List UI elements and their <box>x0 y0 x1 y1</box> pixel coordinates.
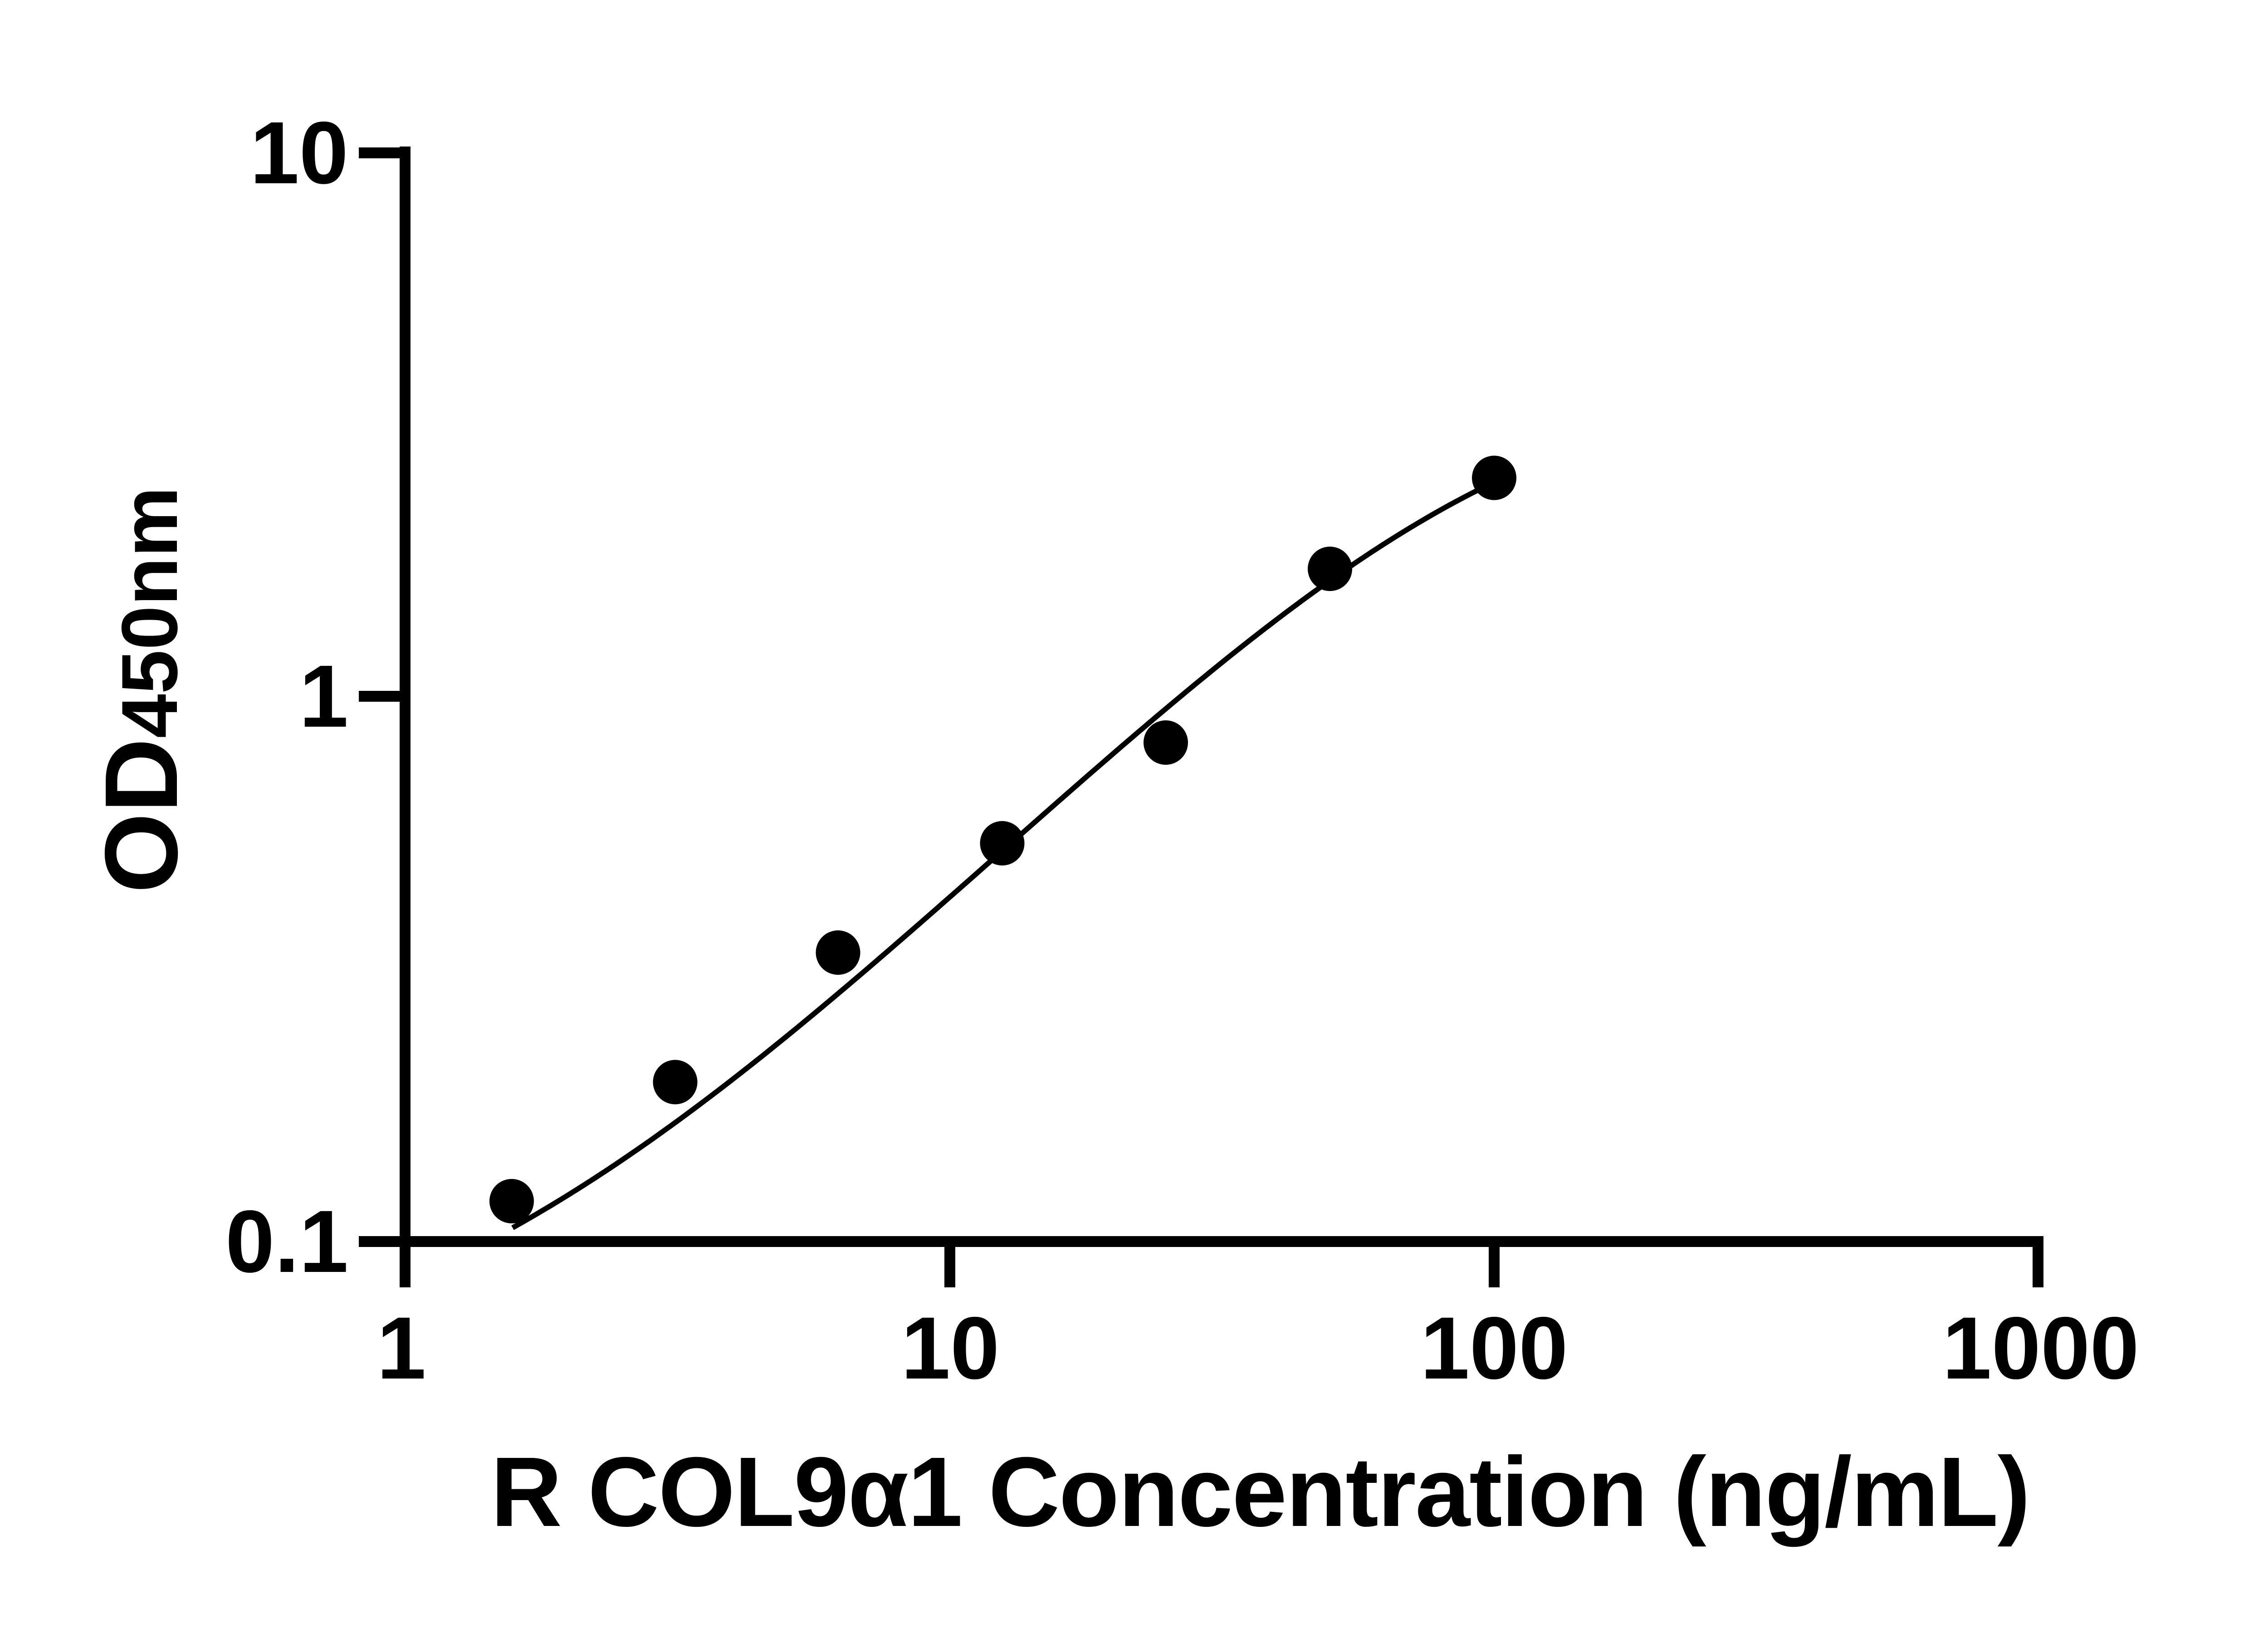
svg-text:OD450nm: OD450nm <box>84 487 199 893</box>
svg-text:1: 1 <box>299 647 348 746</box>
svg-text:1: 1 <box>377 1299 426 1398</box>
svg-text:1000: 1000 <box>1942 1299 2139 1398</box>
svg-text:10: 10 <box>250 103 348 202</box>
svg-text:0.1: 0.1 <box>225 1192 348 1291</box>
svg-text:100: 100 <box>1420 1299 1568 1398</box>
svg-text:R COL9α1 Concentration (ng/mL): R COL9α1 Concentration (ng/mL) <box>491 1437 2029 1547</box>
svg-text:10: 10 <box>901 1299 1000 1398</box>
